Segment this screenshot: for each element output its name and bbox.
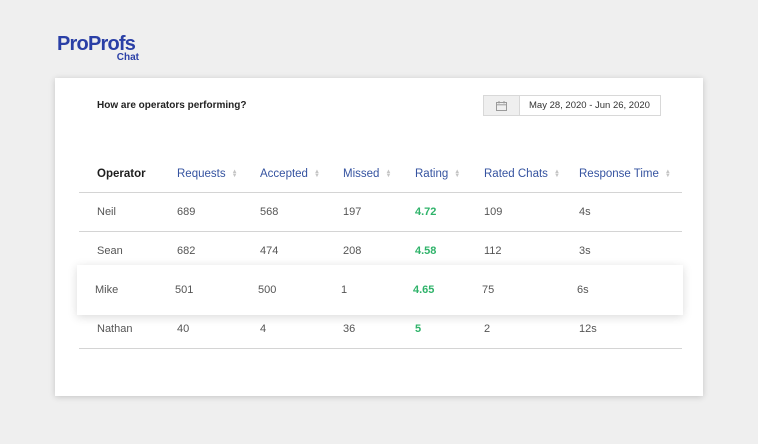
- sort-arrows-icon[interactable]: ▲ ▼: [313, 168, 320, 179]
- table-row[interactable]: Nathan 40 4 36 5 2 12s: [79, 310, 682, 349]
- sort-arrows-icon[interactable]: ▲ ▼: [664, 168, 671, 179]
- column-header-missed[interactable]: Missed ▲ ▼: [343, 167, 392, 180]
- rating-value: 4.58: [415, 245, 437, 257]
- response-time-value: 4s: [579, 206, 591, 218]
- accepted-value: 568: [260, 206, 279, 218]
- requests-value: 40: [177, 323, 190, 335]
- rated-chats-value: 109: [484, 206, 503, 218]
- panel-title: How are operators performing?: [97, 100, 247, 111]
- response-time-value: 6s: [577, 284, 589, 296]
- sort-arrows-icon[interactable]: ▲ ▼: [385, 168, 392, 179]
- table-row-highlighted[interactable]: Mike 501 500 1 4.65 75 6s: [77, 265, 683, 315]
- date-range-value[interactable]: May 28, 2020 - Jun 26, 2020: [529, 100, 650, 111]
- requests-value: 689: [177, 206, 196, 218]
- operator-name: Neil: [97, 206, 116, 218]
- rated-chats-value: 2: [484, 323, 491, 335]
- sort-arrows-icon[interactable]: ▲ ▼: [454, 168, 461, 179]
- operator-name: Nathan: [97, 323, 133, 335]
- proprofs-chat-logo: ProProfs Chat: [57, 34, 147, 66]
- accepted-value: 474: [260, 245, 279, 257]
- column-header-operator: Operator: [97, 167, 146, 180]
- column-header-rated-chats[interactable]: Rated Chats ▲ ▼: [484, 167, 560, 180]
- logo-product-name: Chat: [116, 52, 139, 63]
- date-range-picker[interactable]: May 28, 2020 - Jun 26, 2020: [483, 95, 661, 116]
- calendar-icon: [496, 100, 507, 111]
- rating-value: 4.65: [413, 284, 435, 296]
- missed-value: 197: [343, 206, 362, 218]
- table-row[interactable]: Neil 689 568 197 4.72 109 4s: [79, 193, 682, 232]
- column-header-accepted[interactable]: Accepted ▲ ▼: [260, 167, 320, 180]
- column-header-rating[interactable]: Rating ▲ ▼: [415, 167, 461, 180]
- table-row[interactable]: Sean 682 474 208 4.58 112 3s: [79, 232, 682, 271]
- requests-value: 682: [177, 245, 196, 257]
- rated-chats-value: 112: [484, 245, 502, 257]
- logo-wordmark: ProProfs: [57, 33, 136, 55]
- rating-value: 4.72: [415, 206, 437, 218]
- rating-value: 5: [415, 323, 422, 335]
- response-time-value: 12s: [579, 323, 597, 335]
- calendar-button[interactable]: [484, 96, 520, 115]
- operator-performance-panel: How are operators performing? May 28, 20…: [55, 78, 703, 396]
- table-header: Operator Requests ▲ ▼ Accepted ▲ ▼ Missed ▲ ▼ …: [79, 155, 682, 193]
- operator-name: Mike: [95, 284, 119, 296]
- sort-arrows-icon[interactable]: ▲ ▼: [553, 168, 560, 179]
- missed-value: 1: [341, 284, 348, 296]
- rated-chats-value: 75: [482, 284, 495, 296]
- response-time-value: 3s: [579, 245, 591, 257]
- missed-value: 36: [343, 323, 356, 335]
- missed-value: 208: [343, 245, 362, 257]
- operator-name: Sean: [97, 245, 123, 257]
- column-header-response-time[interactable]: Response Time ▲ ▼: [579, 167, 671, 180]
- column-header-requests[interactable]: Requests ▲ ▼: [177, 167, 238, 180]
- accepted-value: 500: [258, 284, 277, 296]
- sort-arrows-icon[interactable]: ▲ ▼: [231, 168, 238, 179]
- requests-value: 501: [175, 284, 194, 296]
- accepted-value: 4: [260, 323, 267, 335]
